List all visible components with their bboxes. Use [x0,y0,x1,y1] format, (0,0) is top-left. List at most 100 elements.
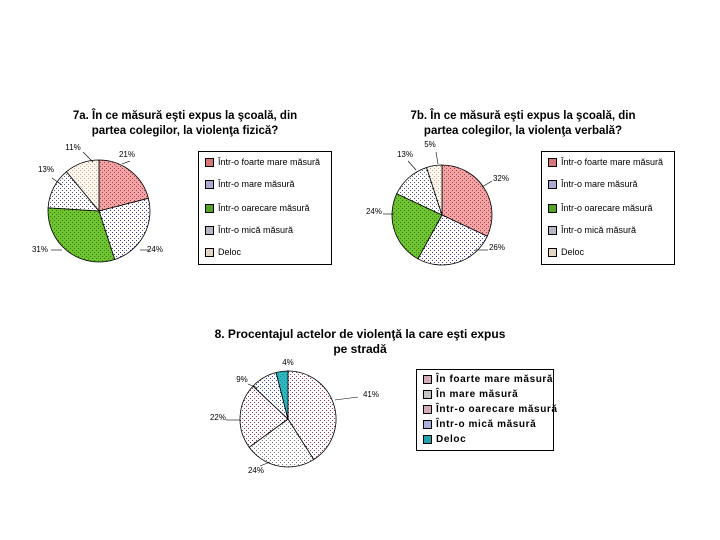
pie-slice [239,385,289,448]
leader-line [435,151,439,165]
data-label: 9% [236,375,248,384]
legend-item: Într-o foarte mare măsură [205,157,320,167]
legend-swatch [423,405,432,414]
legend-item: Într-o oarecare măsură [205,203,310,213]
chart-title-line: partea colegilor, la violenţa verbală? [423,125,623,137]
pie-slice [275,370,289,420]
data-label: 11% [65,143,80,152]
legend-item: În foarte mare măsură [423,374,553,385]
leader-line [51,177,63,186]
leader-line [407,160,417,171]
chart-title-line: 7a. În ce măsură eşti expus la şcoală, d… [72,110,298,122]
legend-label: Într-o oarecare măsură [436,404,558,415]
legend-item: Într-o mică măsură [423,419,536,430]
pie-slice [391,193,443,260]
legend-swatch [205,179,214,189]
leader-line [259,461,271,467]
legend-item: Într-o mică măsură [205,225,293,235]
legend-swatch [423,375,432,384]
chart-title-line: partea colegilor, la violenţa fizică? [91,125,279,137]
legend-swatch [205,247,214,257]
legend-swatch [548,179,557,189]
data-label: 13% [38,165,54,174]
pie-slice [47,207,116,263]
legend-swatch [205,203,214,213]
data-label: 31% [32,245,48,254]
legend-item: Deloc [205,247,241,257]
legend-swatch [548,225,557,235]
legend-label: În mare măsură [436,389,519,400]
chart-title-line: pe stradă [333,342,387,356]
legend-label: Într-o foarte mare măsură [218,157,321,167]
legend-label: Într-o oarecare măsură [561,203,653,213]
pie-slice [248,418,315,468]
legend-swatch [548,247,557,257]
pie-slice [252,372,289,421]
chart-title-7b: 7b. În ce măsură eşti expus la şcoală, d… [378,109,668,139]
leader-line [121,160,131,165]
data-label: 24% [248,466,264,475]
legend-swatch [423,390,432,399]
legend-item: Într-o oarecare măsură [423,404,558,415]
pie-slice [426,164,443,216]
legend-label: Într-o mare măsură [561,179,638,189]
pie-slice [441,164,493,237]
legend-label: Într-o oarecare măsură [218,203,310,213]
data-label: 26% [489,243,505,252]
data-label: 5% [424,140,436,149]
leader-line [82,151,94,163]
legend-label: Într-o mică măsură [561,225,637,235]
legend-item: Într-o mică măsură [548,225,636,235]
legend-swatch [205,157,214,167]
leader-line [334,396,359,401]
legend-item: Într-o foarte mare măsură [548,157,663,167]
pie-slice [417,214,488,266]
pie-slice [396,166,443,216]
legend-label: Într-o mică măsură [218,225,294,235]
leader-line [481,180,493,188]
legend-7a: Într-o foarte mare măsură Într-o mare mă… [198,151,332,265]
pie-slice [98,159,149,212]
chart-title-line: 8. Procentajul actelor de violenţă la ca… [214,327,506,341]
legend-label: Într-o mică măsură [436,419,537,430]
legend-item: Într-o mare măsură [548,179,638,189]
data-label: 32% [493,174,509,183]
data-label: 24% [366,207,382,216]
legend-swatch [548,203,557,213]
legend-item: Deloc [548,247,584,257]
chart-title-8: 8. Procentajul actelor de violenţă la ca… [195,327,525,357]
legend-swatch [548,157,557,167]
legend-label: Într-o foarte mare măsură [561,157,664,167]
chart-title-line: 7b. În ce măsură eşti expus la şcoală, d… [410,110,636,122]
pie-slice [98,197,151,261]
legend-item: Într-o mare măsură [205,179,295,189]
legend-8: În foarte mare măsură În mare măsură Înt… [416,369,557,451]
legend-label: Într-o mare măsură [218,179,295,189]
legend-swatch [423,435,432,444]
pie-slice [47,171,100,212]
legend-swatch [423,420,432,429]
legend-item: Într-o oarecare măsură [548,203,653,213]
pie-slice [287,370,337,461]
legend-label: Deloc [561,247,585,257]
data-label: 24% [147,245,163,254]
leader-line [247,383,259,389]
legend-label: Deloc [218,247,242,257]
legend-7b: Într-o foarte mare măsură Într-o mare mă… [541,151,675,265]
legend-swatch [205,225,214,235]
legend-item: Deloc [423,434,466,445]
data-label: 21% [119,150,135,159]
data-label: 22% [210,413,226,422]
pie-slice [65,159,100,213]
data-label: 4% [282,358,294,367]
data-label: 41% [363,390,379,399]
data-label: 13% [397,150,413,159]
legend-label: În foarte mare măsură [436,374,554,385]
legend-item: În mare măsură [423,389,518,400]
